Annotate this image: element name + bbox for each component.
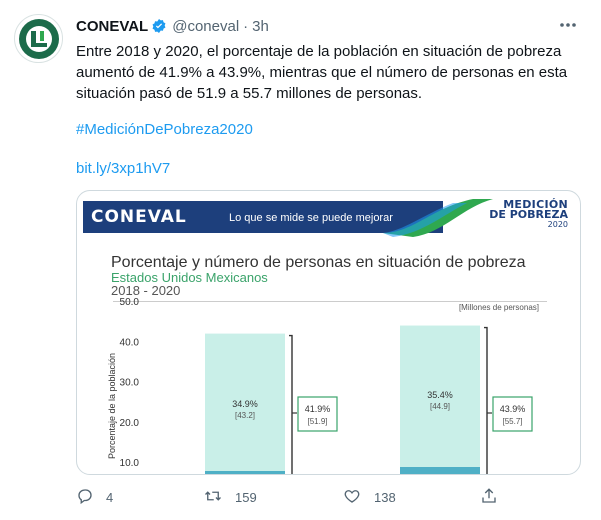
share-button[interactable] bbox=[480, 487, 498, 508]
y-tick-label: 20.0 bbox=[120, 418, 140, 429]
reply-icon bbox=[76, 487, 94, 508]
medicion-line1: MEDICIÓN bbox=[503, 198, 568, 211]
like-count: 138 bbox=[374, 490, 396, 505]
tweet-text: Entre 2018 y 2020, el porcentaje de la p… bbox=[76, 41, 581, 104]
author-handle[interactable]: @coneval bbox=[172, 17, 240, 35]
more-options-icon[interactable] bbox=[557, 16, 579, 34]
bar-segment bbox=[400, 325, 480, 474]
retweet-icon bbox=[203, 487, 223, 508]
timestamp[interactable]: 3h bbox=[252, 17, 269, 35]
media-card[interactable]: CONEVAL Lo que se mide se puede mejorar … bbox=[76, 190, 581, 475]
retweet-count: 159 bbox=[235, 490, 257, 505]
chart-plot: 50.0 40.0 30.0 20.0 10.0 Porcentaje de la pob… bbox=[77, 291, 580, 474]
card-banner: CONEVAL Lo que se mide se puede mejorar … bbox=[83, 197, 576, 239]
total-people-label: [55.7] bbox=[502, 417, 522, 426]
y-tick-label: 50.0 bbox=[120, 297, 140, 308]
chart-years: 2018 - 2020 bbox=[111, 283, 181, 298]
chart-subtitle: Estados Unidos Mexicanos bbox=[111, 270, 268, 285]
separator-dot: · bbox=[243, 17, 249, 35]
units-note: [Millones de personas] bbox=[459, 303, 539, 312]
tweet-header: CONEVAL @coneval · 3h bbox=[76, 16, 269, 36]
reply-count: 4 bbox=[106, 490, 114, 505]
bar-segment-pct-label: 34.9% bbox=[232, 399, 258, 409]
banner-logo: CONEVAL bbox=[91, 207, 187, 227]
medicion-year: 2020 bbox=[547, 220, 568, 229]
bar-bracket bbox=[484, 326, 488, 474]
coneval-logo-icon bbox=[18, 18, 59, 59]
bar-segment bbox=[205, 333, 285, 474]
medicion-logo: MEDICIÓN DE POBREZA 2020 bbox=[489, 198, 568, 230]
avatar[interactable] bbox=[14, 14, 63, 63]
bar-base-segment bbox=[205, 471, 285, 474]
total-pct-label: 43.9% bbox=[500, 404, 526, 414]
y-tick-label: 30.0 bbox=[120, 378, 140, 389]
y-axis-label: Porcentaje de la población bbox=[107, 353, 117, 459]
verified-badge-icon bbox=[151, 18, 167, 34]
bar-segment-people-label: [44.9] bbox=[430, 402, 450, 411]
share-icon bbox=[480, 487, 498, 508]
total-people-label: [51.9] bbox=[307, 417, 327, 426]
total-pct-label: 41.9% bbox=[305, 404, 331, 414]
bar-base-segment bbox=[400, 467, 480, 474]
banner-tagline: Lo que se mide se puede mejorar bbox=[229, 212, 393, 224]
y-tick-label: 40.0 bbox=[120, 337, 140, 348]
banner-wave-graphic bbox=[383, 199, 493, 237]
author-name[interactable]: CONEVAL bbox=[76, 17, 149, 35]
total-label-box bbox=[492, 396, 533, 432]
banner-bar bbox=[83, 201, 443, 233]
bar-bracket bbox=[289, 334, 293, 474]
medicion-line2: DE POBREZA bbox=[489, 208, 568, 221]
chart-title: Porcentaje y número de personas en situa… bbox=[111, 254, 526, 271]
url-link[interactable]: bit.ly/3xp1hV7 bbox=[76, 160, 171, 177]
total-label-box bbox=[297, 396, 338, 432]
tweet-actions: 4 159 138 bbox=[76, 487, 501, 509]
bar-segment-pct-label: 35.4% bbox=[427, 390, 453, 400]
tweet-body: Entre 2018 y 2020, el porcentaje de la p… bbox=[76, 43, 568, 102]
heart-icon bbox=[342, 487, 362, 508]
hashtag-link[interactable]: #MediciónDePobreza2020 bbox=[76, 121, 253, 138]
like-button[interactable]: 138 bbox=[342, 487, 396, 508]
y-tick-label: 10.0 bbox=[120, 458, 140, 469]
retweet-button[interactable]: 159 bbox=[203, 487, 257, 508]
bar-segment-people-label: [43.2] bbox=[235, 411, 255, 420]
reply-button[interactable]: 4 bbox=[76, 487, 113, 508]
